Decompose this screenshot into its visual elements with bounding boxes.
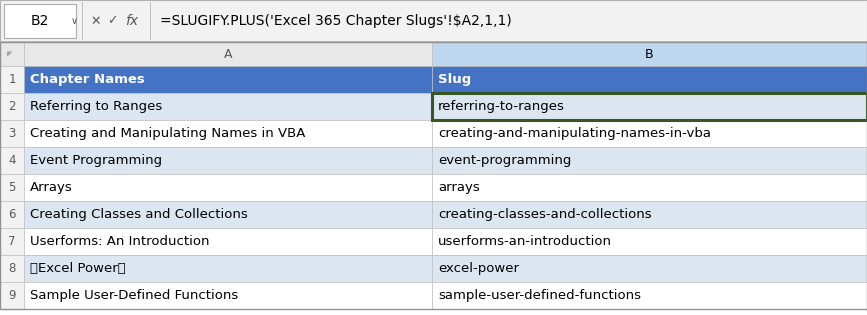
Bar bbox=[24, 120, 432, 147]
Bar bbox=[432, 66, 867, 93]
Bar bbox=[24, 147, 432, 174]
Text: 🏆Excel Power🏆: 🏆Excel Power🏆 bbox=[30, 262, 126, 275]
Text: ✕: ✕ bbox=[91, 14, 101, 27]
Text: creating-classes-and-collections: creating-classes-and-collections bbox=[438, 208, 652, 221]
Text: ✓: ✓ bbox=[107, 14, 117, 27]
Bar bbox=[0, 228, 24, 255]
Bar bbox=[0, 0, 867, 42]
Text: 8: 8 bbox=[9, 262, 16, 275]
Bar bbox=[432, 42, 867, 66]
Bar bbox=[432, 228, 867, 255]
Bar bbox=[0, 41, 867, 42]
Text: 5: 5 bbox=[9, 181, 16, 194]
Bar bbox=[82, 2, 83, 40]
Bar bbox=[24, 201, 432, 228]
Bar bbox=[432, 93, 867, 120]
Text: B2: B2 bbox=[31, 14, 49, 28]
Bar bbox=[24, 282, 432, 309]
Bar bbox=[432, 282, 867, 309]
Text: 1: 1 bbox=[9, 73, 16, 86]
Text: Sample User-Defined Functions: Sample User-Defined Functions bbox=[30, 289, 238, 302]
Bar bbox=[432, 147, 867, 174]
Text: 9: 9 bbox=[9, 289, 16, 302]
Text: B: B bbox=[645, 48, 654, 60]
Text: 4: 4 bbox=[9, 154, 16, 167]
Bar bbox=[0, 201, 24, 228]
Text: 2: 2 bbox=[9, 100, 16, 113]
Text: Arrays: Arrays bbox=[30, 181, 73, 194]
Bar bbox=[0, 42, 867, 309]
Text: =SLUGIFY.PLUS('Excel 365 Chapter Slugs'!$A2,1,1): =SLUGIFY.PLUS('Excel 365 Chapter Slugs'!… bbox=[160, 14, 512, 28]
Text: Slug: Slug bbox=[438, 73, 472, 86]
Text: Chapter Names: Chapter Names bbox=[30, 73, 145, 86]
Text: userforms-an-introduction: userforms-an-introduction bbox=[438, 235, 612, 248]
Text: Userforms: An Introduction: Userforms: An Introduction bbox=[30, 235, 210, 248]
Bar bbox=[0, 147, 24, 174]
Text: Event Programming: Event Programming bbox=[30, 154, 162, 167]
Text: 7: 7 bbox=[9, 235, 16, 248]
Text: 3: 3 bbox=[9, 127, 16, 140]
Text: fx: fx bbox=[126, 14, 139, 28]
Bar bbox=[24, 66, 432, 93]
Bar bbox=[4, 4, 76, 38]
Text: 6: 6 bbox=[9, 208, 16, 221]
Bar bbox=[24, 42, 432, 66]
Text: A: A bbox=[224, 48, 232, 60]
Bar bbox=[432, 93, 867, 120]
Bar bbox=[24, 228, 432, 255]
Bar bbox=[0, 282, 24, 309]
Text: Referring to Ranges: Referring to Ranges bbox=[30, 100, 162, 113]
Text: ∨: ∨ bbox=[70, 16, 77, 26]
Bar bbox=[24, 174, 432, 201]
Text: Creating Classes and Collections: Creating Classes and Collections bbox=[30, 208, 248, 221]
Text: Creating and Manipulating Names in VBA: Creating and Manipulating Names in VBA bbox=[30, 127, 305, 140]
Text: referring-to-ranges: referring-to-ranges bbox=[438, 100, 565, 113]
Text: event-programming: event-programming bbox=[438, 154, 571, 167]
Bar bbox=[150, 2, 151, 40]
Text: arrays: arrays bbox=[438, 181, 479, 194]
Text: ◤: ◤ bbox=[7, 51, 13, 57]
Bar bbox=[0, 42, 24, 66]
Bar bbox=[432, 201, 867, 228]
Bar bbox=[24, 93, 432, 120]
Bar bbox=[432, 174, 867, 201]
Bar bbox=[0, 120, 24, 147]
Bar bbox=[432, 120, 867, 147]
Text: creating-and-manipulating-names-in-vba: creating-and-manipulating-names-in-vba bbox=[438, 127, 711, 140]
Bar bbox=[0, 255, 24, 282]
Bar bbox=[0, 174, 24, 201]
Bar bbox=[0, 66, 24, 93]
Text: excel-power: excel-power bbox=[438, 262, 519, 275]
Bar bbox=[0, 93, 24, 120]
Bar bbox=[24, 255, 432, 282]
Bar bbox=[432, 255, 867, 282]
Text: sample-user-defined-functions: sample-user-defined-functions bbox=[438, 289, 641, 302]
